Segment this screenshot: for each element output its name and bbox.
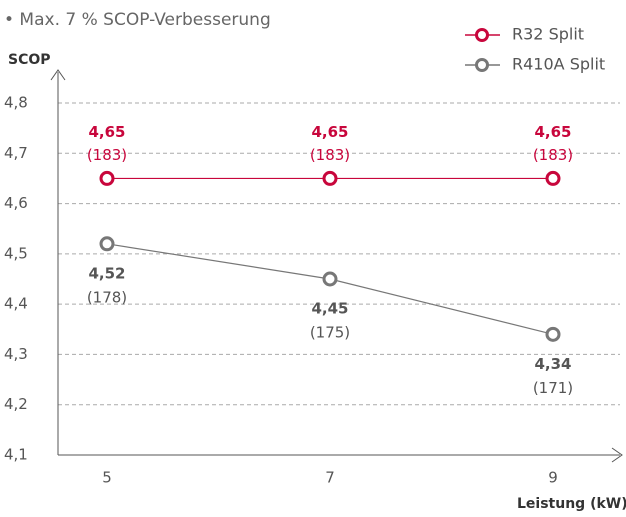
y-tick-label: 4,3 — [4, 345, 28, 363]
legend-marker — [475, 58, 489, 72]
x-axis — [58, 447, 623, 463]
x-tick-label: 5 — [102, 469, 112, 487]
value-label: 4,45 — [311, 300, 348, 318]
sublabel: (178) — [87, 288, 127, 306]
y-tick-label: 4,5 — [4, 244, 28, 262]
point — [545, 170, 561, 186]
point — [322, 271, 338, 287]
chart-title: • Max. 7 % SCOP-Verbesserung — [4, 10, 271, 30]
legend-label: R32 Split — [512, 25, 584, 44]
value-label: 4,52 — [88, 264, 125, 282]
x-tick-label: 9 — [548, 469, 558, 487]
value-label: 4,65 — [534, 123, 571, 141]
y-tick-label: 4,7 — [4, 144, 28, 162]
x-axis-label: Leistung (kW) — [517, 496, 626, 512]
y-axis-label: SCOP — [8, 52, 51, 68]
sublabel: (183) — [310, 146, 350, 164]
value-label: 4,65 — [311, 123, 348, 141]
y-tick-label: 4,1 — [4, 446, 28, 464]
sublabel: (171) — [533, 379, 573, 397]
sublabel: (175) — [310, 324, 350, 342]
y-tick-label: 4,2 — [4, 395, 28, 413]
y-tick-label: 4,8 — [4, 94, 28, 112]
y-tick-label: 4,4 — [4, 295, 28, 313]
point — [322, 170, 338, 186]
sublabel: (183) — [533, 146, 573, 164]
y-axis — [50, 69, 66, 455]
legend-marker — [475, 28, 489, 42]
value-label: 4,34 — [534, 355, 571, 373]
legend-label: R410A Split — [512, 55, 605, 74]
point — [99, 170, 115, 186]
value-label: 4,65 — [88, 123, 125, 141]
point — [99, 236, 115, 252]
y-tick-label: 4,6 — [4, 194, 28, 212]
x-tick-label: 7 — [325, 469, 335, 487]
sublabel: (183) — [87, 146, 127, 164]
point — [545, 326, 561, 342]
series-line — [106, 243, 554, 335]
